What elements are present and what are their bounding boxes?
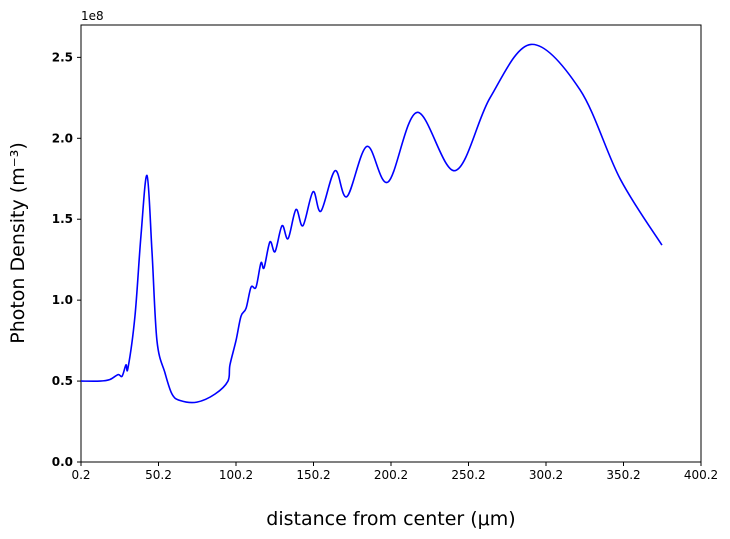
x-tick-label: 400.2 — [684, 468, 718, 482]
y-tick-label: 1.5 — [52, 212, 73, 226]
x-tick-label: 0.2 — [71, 468, 90, 482]
x-tick-label: 200.2 — [374, 468, 408, 482]
y-tick-label: 0.5 — [52, 374, 73, 388]
y-tick-label: 1.0 — [52, 293, 73, 307]
y-axis-label: Photon Density (m⁻³) — [7, 142, 29, 344]
y-tick-label: 0.0 — [52, 455, 73, 469]
x-tick-label: 50.2 — [145, 468, 172, 482]
x-axis-label: distance from center (μm) — [266, 508, 515, 530]
x-tick-label: 300.2 — [529, 468, 563, 482]
y-tick-label: 2.0 — [52, 131, 73, 145]
x-tick-label: 350.2 — [606, 468, 640, 482]
y-tick-label: 2.5 — [52, 50, 73, 64]
x-tick-label: 150.2 — [296, 468, 330, 482]
data-line — [80, 43, 663, 404]
x-tick-label: 250.2 — [451, 468, 485, 482]
x-tick-label: 100.2 — [219, 468, 253, 482]
y-offset-label: 1e8 — [81, 9, 104, 23]
